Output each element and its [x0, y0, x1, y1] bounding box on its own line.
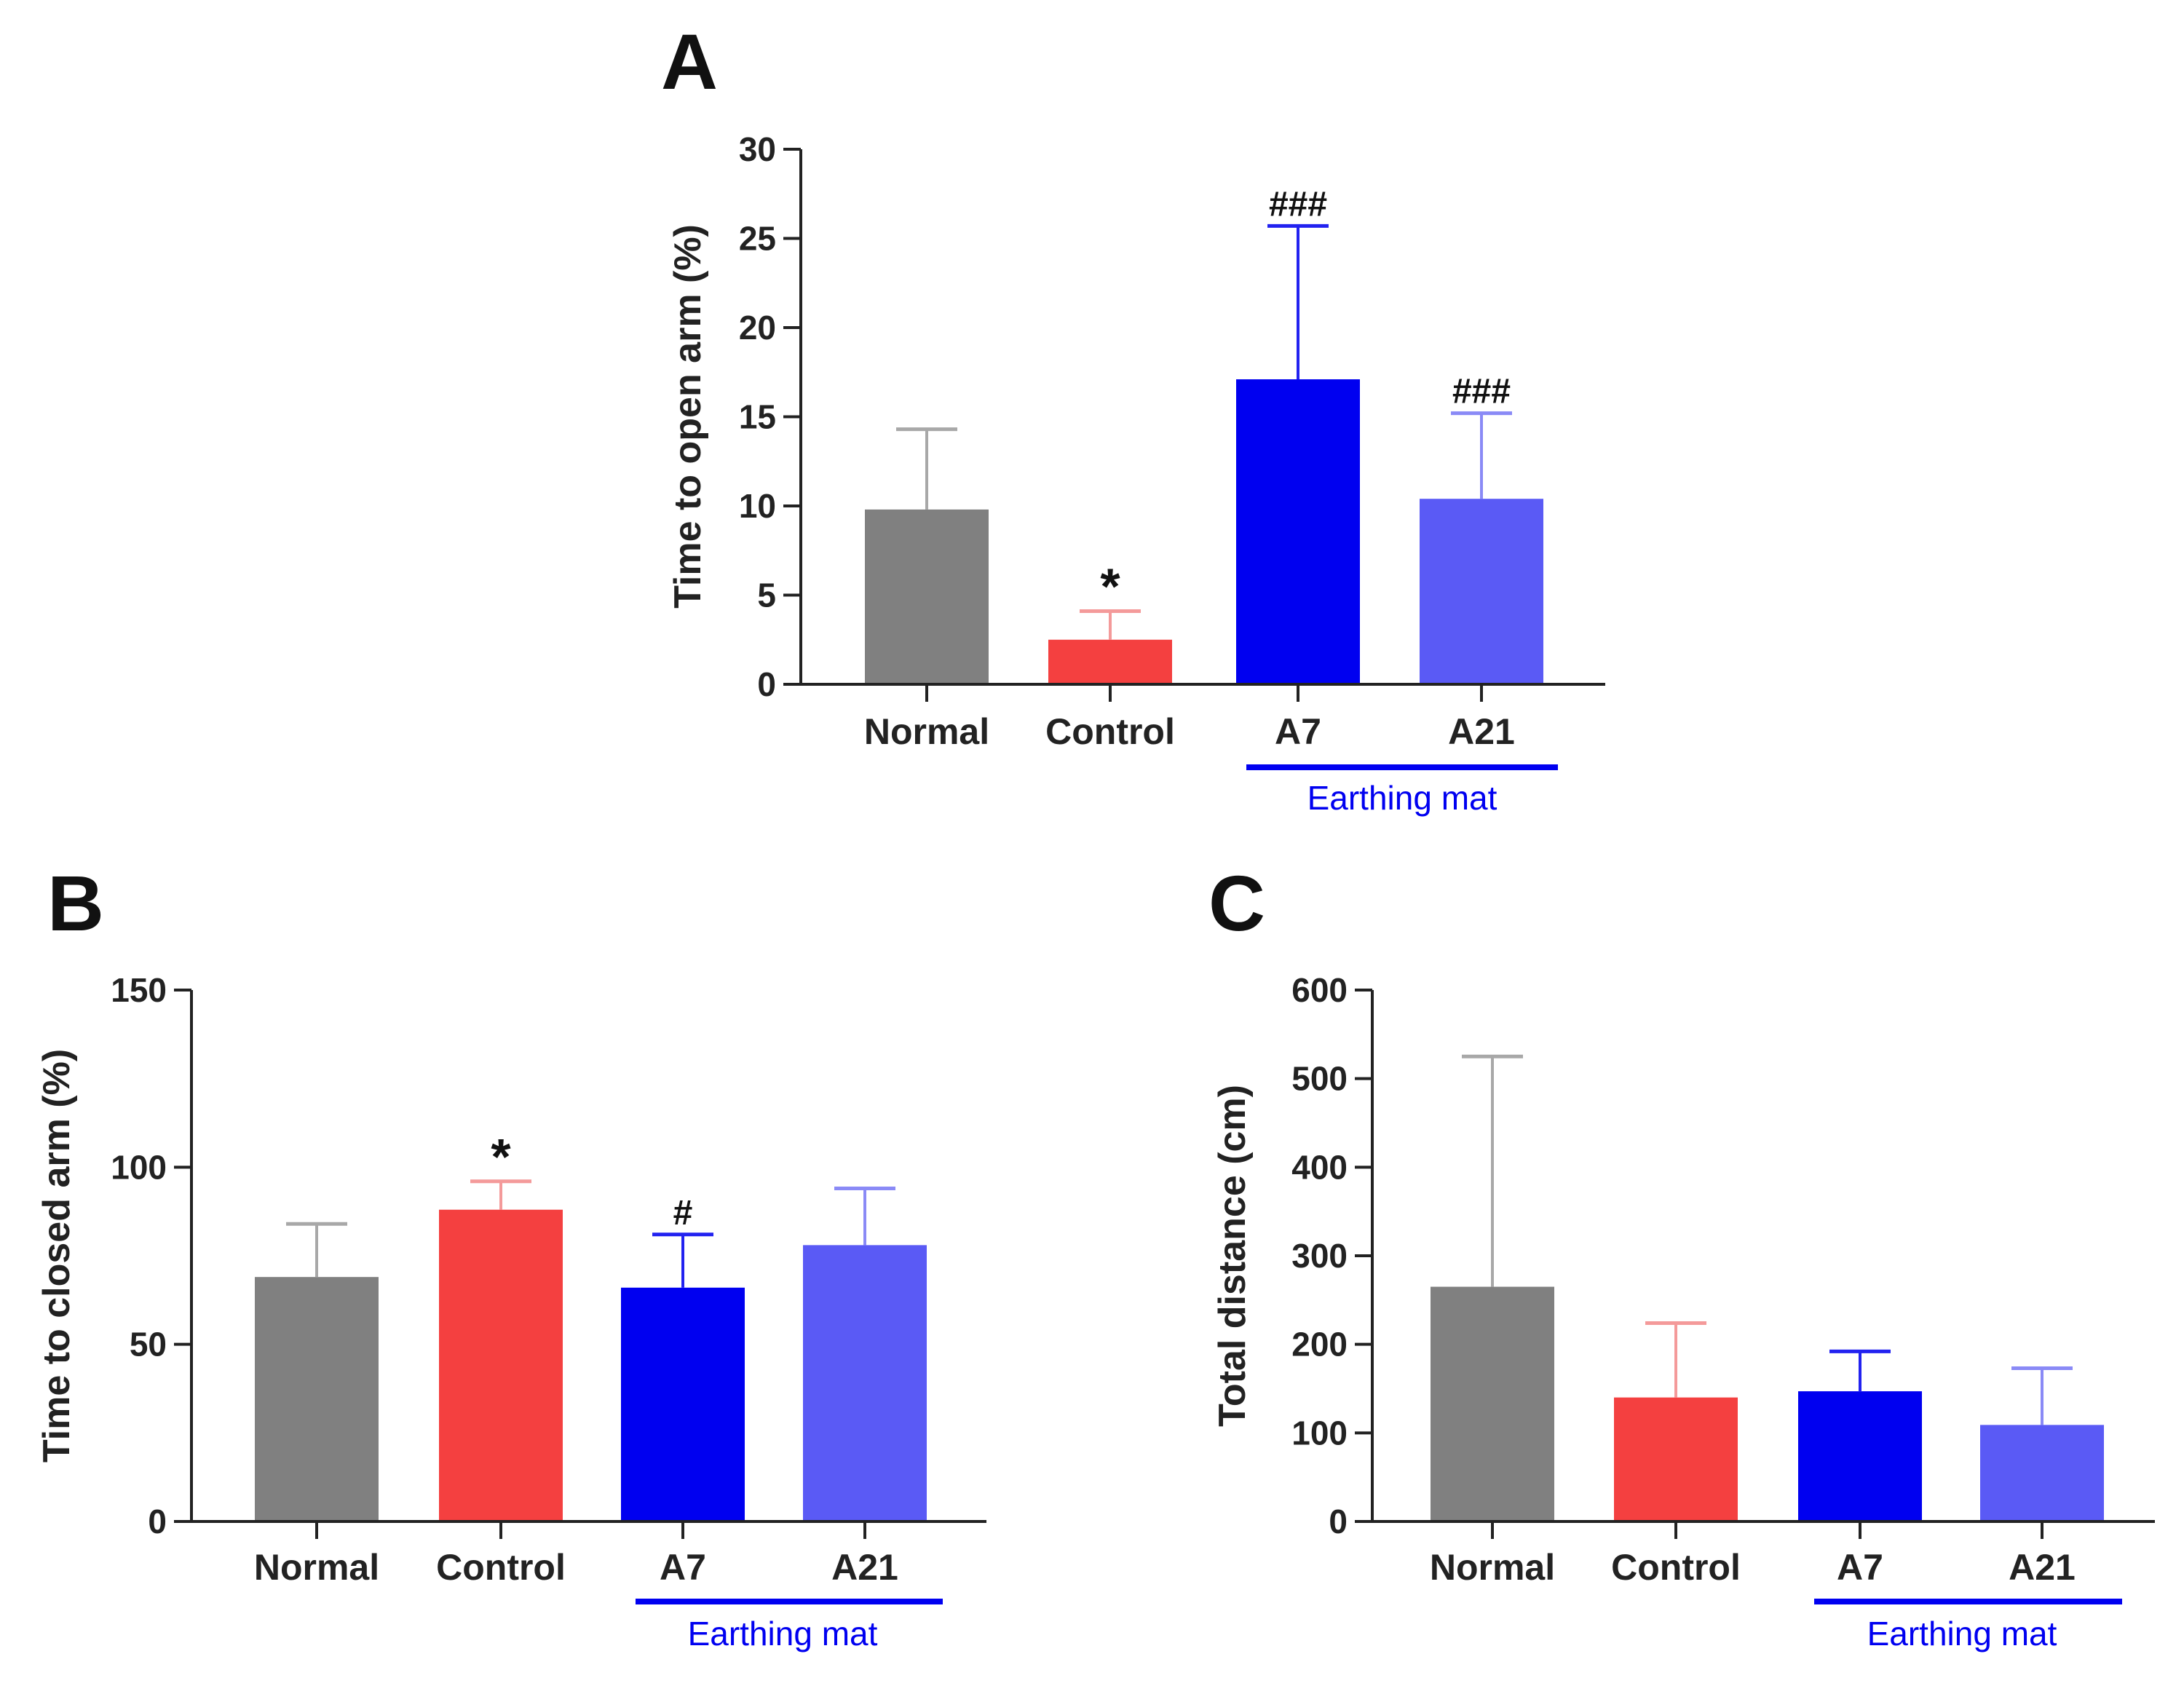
y-tick-label: 20 — [739, 309, 776, 347]
x-tick-label: A7 — [1837, 1547, 1883, 1588]
y-tick-label: 300 — [1291, 1237, 1348, 1275]
panel-letter: A — [661, 17, 718, 106]
bar-control — [1614, 1397, 1738, 1521]
x-tick-label: Control — [1045, 711, 1175, 752]
y-tick-label: 10 — [739, 487, 776, 525]
y-tick-label: 400 — [1291, 1148, 1348, 1186]
x-tick-label: A7 — [1275, 711, 1321, 752]
bar-a21 — [803, 1245, 927, 1521]
y-tick-label: 15 — [739, 398, 776, 436]
panel-b: B * #0 50 100 150 Normal Control A7 A21 Time to cl… — [36, 859, 986, 1653]
x-tick-label: A21 — [1448, 711, 1515, 752]
panel-a: A * ### ### 0 5 10 15 20 25 30 Normal Control A7 A21 Ti… — [661, 17, 1605, 817]
bar-a7 — [621, 1287, 745, 1521]
y-tick-label: 150 — [111, 971, 167, 1009]
panel-letter: B — [47, 859, 104, 947]
bar-control — [1048, 639, 1172, 684]
group-label: Earthing mat — [1307, 779, 1497, 817]
x-tick-label: A7 — [660, 1547, 706, 1588]
y-axis-title: Time to open arm (%) — [667, 224, 709, 609]
x-tick-label: Control — [436, 1547, 566, 1588]
y-axis-title: Time to closed arm (%) — [36, 1049, 78, 1463]
x-tick-label: A21 — [2009, 1547, 2076, 1588]
y-tick-label: 0 — [1329, 1503, 1348, 1540]
significance-mark: ### — [1269, 185, 1327, 223]
x-tick-label: A21 — [831, 1547, 898, 1588]
y-tick-label: 0 — [148, 1503, 167, 1540]
significance-mark: * — [491, 1128, 511, 1185]
significance-mark: * — [1100, 558, 1120, 615]
y-tick-label: 600 — [1291, 971, 1348, 1009]
panel-c: C 0 100 200 300 400 500 600 Normal Control A7 A21 To… — [1208, 859, 2155, 1653]
y-tick-label: 100 — [111, 1148, 167, 1186]
x-tick-label: Normal — [254, 1547, 379, 1588]
y-tick-label: 5 — [757, 577, 776, 614]
y-axis-title: Total distance (cm) — [1211, 1085, 1254, 1427]
group-label: Earthing mat — [688, 1615, 878, 1653]
bar-normal — [1431, 1286, 1554, 1521]
y-tick-label: 200 — [1291, 1326, 1348, 1363]
bar-a7 — [1236, 379, 1360, 684]
panel-letter: C — [1208, 859, 1265, 947]
bar-normal — [255, 1277, 379, 1521]
group-label: Earthing mat — [1867, 1615, 2057, 1653]
x-tick-label: Normal — [1430, 1547, 1555, 1588]
y-tick-label: 25 — [739, 220, 776, 258]
bar-a21 — [1980, 1425, 2104, 1521]
significance-mark: ### — [1452, 373, 1511, 411]
significance-mark: # — [673, 1194, 693, 1232]
bar-control — [439, 1209, 563, 1521]
y-tick-label: 500 — [1291, 1060, 1348, 1098]
y-tick-label: 100 — [1291, 1414, 1348, 1452]
bar-normal — [865, 509, 989, 684]
y-tick-label: 30 — [739, 130, 776, 168]
y-tick-label: 0 — [757, 665, 776, 703]
x-tick-label: Control — [1611, 1547, 1741, 1588]
bar-a7 — [1798, 1391, 1922, 1521]
y-tick-label: 50 — [130, 1326, 167, 1363]
bar-a21 — [1420, 499, 1543, 684]
x-tick-label: Normal — [864, 711, 989, 752]
